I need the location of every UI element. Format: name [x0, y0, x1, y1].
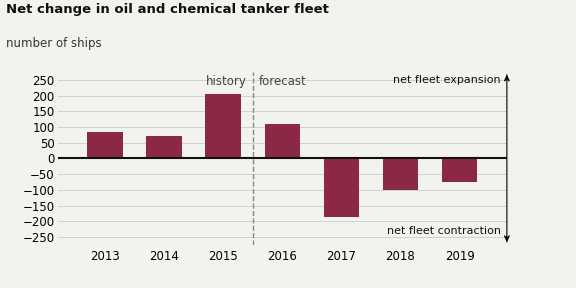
Text: Net change in oil and chemical tanker fleet: Net change in oil and chemical tanker fl…	[6, 3, 329, 16]
Bar	[264, 124, 300, 158]
Bar	[442, 158, 478, 182]
Text: forecast: forecast	[259, 75, 306, 88]
Bar	[87, 132, 123, 158]
Text: net fleet expansion: net fleet expansion	[393, 75, 501, 85]
Bar	[146, 137, 182, 158]
Text: history: history	[206, 75, 247, 88]
Bar	[206, 94, 241, 158]
Bar	[382, 158, 418, 190]
Text: number of ships: number of ships	[6, 37, 101, 50]
Bar	[324, 158, 359, 217]
Text: net fleet contraction: net fleet contraction	[387, 226, 501, 236]
